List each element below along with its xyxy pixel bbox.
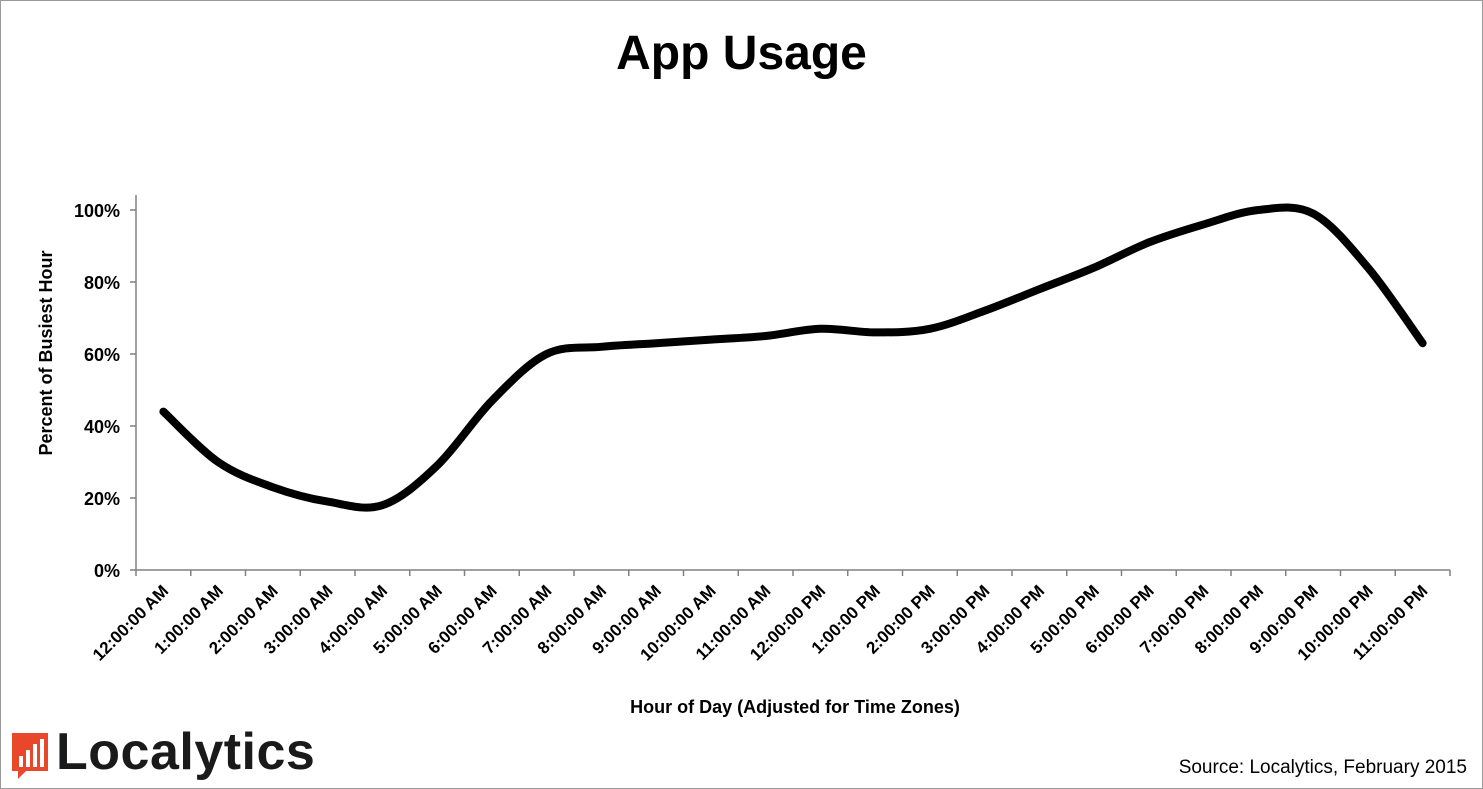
chart-axes <box>130 195 1451 576</box>
series-line <box>159 203 1427 512</box>
y-tick-label: 0% <box>94 561 120 581</box>
chart-title: App Usage <box>616 27 867 80</box>
y-tick-label: 60% <box>84 345 120 365</box>
y-tick-label: 40% <box>84 417 120 437</box>
x-axis-label: Hour of Day (Adjusted for Time Zones) <box>630 697 960 717</box>
source-note: Source: Localytics, February 2015 <box>1178 757 1467 778</box>
series-group <box>159 203 1427 512</box>
y-axis-label: Percent of Busiest Hour <box>36 250 56 455</box>
y-tick-label: 100% <box>74 201 120 221</box>
bar-chart-logo-icon <box>12 733 48 779</box>
y-tick-label: 20% <box>84 489 120 509</box>
y-tick-label: 80% <box>84 273 120 293</box>
logo-text: Localytics <box>56 723 316 781</box>
y-tick-labels: 0% 20% 40% 60% 80% 100% <box>74 201 120 581</box>
x-tick-labels: 12:00:00 AM1:00:00 AM2:00:00 AM3:00:00 A… <box>89 581 1431 664</box>
